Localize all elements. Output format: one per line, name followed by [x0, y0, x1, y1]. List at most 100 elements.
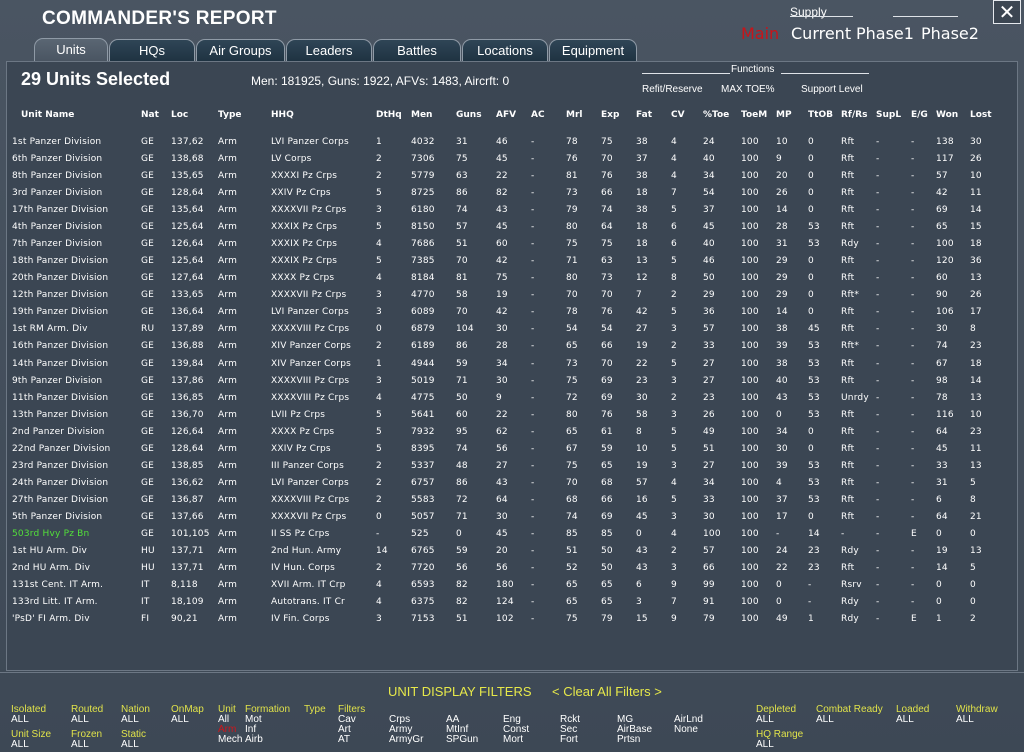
filter-option-const[interactable]: Const — [503, 724, 530, 735]
table-row[interactable]: 9th Panzer Division GE 137,86 Arm XXXXVIII P… — [0, 376, 1024, 393]
filter-option-mot[interactable]: Mot — [245, 714, 262, 725]
cell-unit-name[interactable]: 6th Panzer Division — [12, 154, 103, 165]
cell-unit-name[interactable]: 19th Panzer Division — [12, 307, 109, 318]
function-option-2[interactable]: MAX TOE% — [721, 84, 775, 95]
cell-unit-name[interactable]: 8th Panzer Division — [12, 171, 103, 182]
supply-option-phase1[interactable]: Phase1 — [856, 24, 914, 43]
column-header-type[interactable]: Type — [218, 110, 242, 120]
filter-option-art[interactable]: Art — [338, 724, 351, 735]
tab-locations[interactable]: Locations — [462, 39, 548, 61]
table-row[interactable]: 131st Cent. IT Arm. IT 8,118 Arm XVII Arm. I… — [0, 580, 1024, 597]
filter-option-cav[interactable]: Cav — [338, 714, 356, 725]
filter-option-all[interactable]: ALL — [121, 714, 139, 725]
filter-option-none[interactable]: None — [674, 724, 698, 735]
column-header-rf-rs[interactable]: Rf/Rs — [841, 110, 868, 120]
tab-air-groups[interactable]: Air Groups — [196, 39, 285, 61]
column-header--toe[interactable]: %Toe — [703, 110, 730, 120]
column-header-afv[interactable]: AFV — [496, 110, 517, 120]
filter-option-all[interactable]: ALL — [896, 714, 914, 725]
cell-unit-name[interactable]: 22nd Panzer Division — [12, 443, 111, 454]
cell-unit-name[interactable]: 'PsD' FI Arm. Div — [12, 614, 90, 625]
column-header-dthq[interactable]: DtHq — [376, 110, 402, 120]
table-row[interactable]: 8th Panzer Division GE 135,65 Arm XXXXI Pz C… — [0, 171, 1024, 188]
table-row[interactable]: 4th Panzer Division GE 125,64 Arm XXXIX Pz C… — [0, 222, 1024, 239]
cell-unit-name[interactable]: 1st HU Arm. Div — [12, 545, 87, 556]
table-row[interactable]: 24th Panzer Division GE 136,62 Arm LVI Panze… — [0, 478, 1024, 495]
filter-option-crps[interactable]: Crps — [389, 714, 411, 725]
cell-unit-name[interactable]: 12th Panzer Division — [12, 290, 109, 301]
filter-option-mtinf[interactable]: MtInf — [446, 724, 469, 735]
column-header-fat[interactable]: Fat — [636, 110, 652, 120]
cell-unit-name[interactable]: 20th Panzer Division — [12, 273, 109, 284]
cell-unit-name[interactable]: 5th Panzer Division — [12, 511, 103, 522]
filter-option-arm[interactable]: Arm — [218, 724, 237, 735]
cell-unit-name[interactable]: 133rd Litt. IT Arm. — [12, 597, 98, 608]
cell-unit-name[interactable]: 18th Panzer Division — [12, 256, 109, 267]
cell-unit-name[interactable]: 2nd HU Arm. Div — [12, 563, 91, 573]
filter-option-all[interactable]: ALL — [11, 739, 29, 750]
cell-unit-name[interactable]: 11th Panzer Division — [12, 392, 109, 403]
supply-option-main[interactable]: Main — [741, 24, 780, 43]
table-row[interactable]: 503rd Hvy Pz Bn GE 101,105 Arm II SS Pz Crps… — [0, 529, 1024, 546]
cell-unit-name[interactable]: 17th Panzer Division — [12, 205, 109, 216]
filter-option-sec[interactable]: Sec — [560, 724, 578, 735]
column-header-supl[interactable]: SupL — [876, 110, 902, 120]
table-row[interactable]: 19th Panzer Division GE 136,64 Arm LVI Panze… — [0, 307, 1024, 324]
cell-unit-name[interactable]: 13th Panzer Division — [12, 409, 109, 420]
table-row[interactable]: 2nd HU Arm. Div HU 137,71 Arm IV Hun. Corps 2… — [0, 563, 1024, 580]
tab-battles[interactable]: Battles — [373, 39, 461, 61]
table-row[interactable]: 12th Panzer Division GE 133,65 Arm XXXXVII P… — [0, 290, 1024, 307]
column-header-loc[interactable]: Loc — [171, 110, 189, 120]
table-row[interactable]: 16th Panzer Division GE 136,88 Arm XIV Panze… — [0, 341, 1024, 358]
table-row[interactable]: 7th Panzer Division GE 126,64 Arm XXXIX Pz C… — [0, 239, 1024, 256]
filter-option-all[interactable]: All — [218, 714, 230, 725]
tab-hqs[interactable]: HQs — [109, 39, 195, 61]
cell-unit-name[interactable]: 27th Panzer Division — [12, 494, 109, 505]
column-header-ac[interactable]: AC — [531, 110, 545, 120]
function-option-3[interactable]: Support Level — [801, 84, 863, 95]
tab-equipment[interactable]: Equipment — [549, 39, 637, 61]
cell-unit-name[interactable]: 1st RM Arm. Div — [12, 324, 88, 335]
column-header-mrl[interactable]: Mrl — [566, 110, 583, 120]
filter-option-army[interactable]: Army — [389, 724, 413, 735]
filter-option-prtsn[interactable]: Prtsn — [617, 734, 641, 745]
table-row[interactable]: 5th Panzer Division GE 137,66 Arm XXXXVII Pz… — [0, 512, 1024, 529]
filter-option-all[interactable]: ALL — [171, 714, 189, 725]
column-header-e-g[interactable]: E/G — [911, 110, 928, 120]
table-row[interactable]: 18th Panzer Division GE 125,64 Arm XXXIX Pz … — [0, 256, 1024, 273]
function-option-1[interactable]: Refit/Reserve — [642, 84, 703, 95]
cell-unit-name[interactable]: 14th Panzer Division — [12, 358, 109, 369]
filter-option-airlnd[interactable]: AirLnd — [674, 714, 703, 725]
table-row[interactable]: 20th Panzer Division GE 127,64 Arm XXXX Pz C… — [0, 273, 1024, 290]
table-row[interactable]: 22nd Panzer Division GE 128,64 Arm XXIV Pz C… — [0, 444, 1024, 461]
supply-option-current[interactable]: Current — [791, 24, 852, 43]
filter-option-all[interactable]: ALL — [756, 739, 774, 750]
column-header-mp[interactable]: MP — [776, 110, 792, 120]
filter-option-all[interactable]: ALL — [816, 714, 834, 725]
cell-unit-name[interactable]: 3rd Panzer Division — [12, 188, 103, 199]
filter-option-armygr[interactable]: ArmyGr — [389, 734, 424, 745]
tab-leaders[interactable]: Leaders — [286, 39, 372, 61]
column-header-exp[interactable]: Exp — [601, 110, 620, 120]
table-row[interactable]: 17th Panzer Division GE 135,64 Arm XXXXVII P… — [0, 205, 1024, 222]
filter-option-all[interactable]: ALL — [956, 714, 974, 725]
column-header-guns[interactable]: Guns — [456, 110, 482, 120]
table-row[interactable]: 11th Panzer Division GE 136,85 Arm XXXXVIII … — [0, 393, 1024, 410]
filter-option-all[interactable]: ALL — [121, 739, 139, 750]
filter-option-all[interactable]: ALL — [756, 714, 774, 725]
filter-option-eng[interactable]: Eng — [503, 714, 521, 725]
clear-filters-button[interactable]: < Clear All Filters > — [552, 684, 662, 699]
filter-option-airbase[interactable]: AirBase — [617, 724, 653, 735]
filter-option-fort[interactable]: Fort — [560, 734, 578, 745]
filter-option-mech[interactable]: Mech — [218, 734, 243, 745]
close-button[interactable]: ✕ — [993, 0, 1021, 24]
filter-option-aa[interactable]: AA — [446, 714, 460, 725]
cell-unit-name[interactable]: 1st Panzer Division — [12, 137, 102, 147]
cell-unit-name[interactable]: 16th Panzer Division — [12, 341, 109, 352]
cell-unit-name[interactable]: 503rd Hvy Pz Bn — [12, 528, 90, 539]
filter-option-spgun[interactable]: SPGun — [446, 734, 479, 745]
filter-option-inf[interactable]: Inf — [245, 724, 257, 735]
column-header-nat[interactable]: Nat — [141, 110, 159, 120]
cell-unit-name[interactable]: 131st Cent. IT Arm. — [12, 580, 104, 591]
filter-option-all[interactable]: ALL — [11, 714, 29, 725]
